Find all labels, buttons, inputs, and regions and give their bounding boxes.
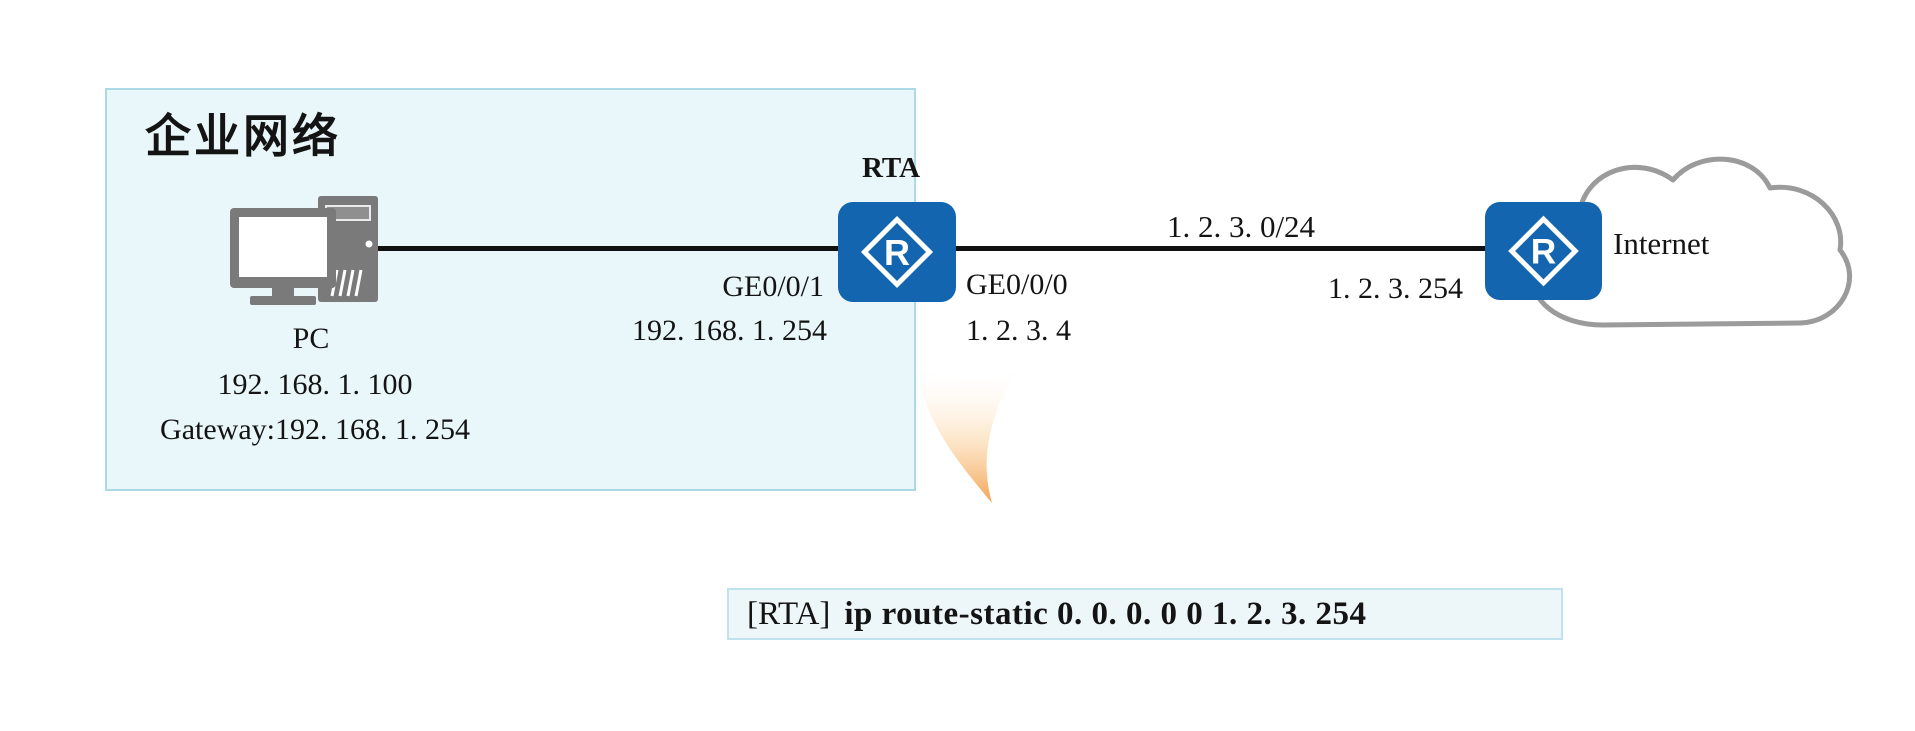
enterprise-network-title: 企业网络: [145, 111, 341, 162]
pc-ip-label: 192. 168. 1. 100: [217, 368, 413, 401]
pc-icon: [230, 196, 378, 305]
wan-network-label: 1. 2. 3. 0/24: [1166, 209, 1316, 244]
command-box: [RTA] ip route-static 0. 0. 0. 0 0 1. 2.…: [727, 588, 1563, 640]
internet-router-icon: R: [1485, 202, 1602, 300]
pc-label: PC: [292, 322, 330, 355]
enterprise-network-box: [105, 88, 916, 491]
command-text: ip route-static 0. 0. 0. 0 0 1. 2. 3. 25…: [844, 595, 1367, 632]
pc-gateway-label: Gateway:192. 168. 1. 254: [160, 413, 470, 446]
internet-label: Internet: [1613, 226, 1710, 261]
router-rta-label: RTA: [861, 152, 921, 184]
isp-router-ip-label: 1. 2. 3. 254: [1328, 272, 1463, 305]
rta-lan-interface-label: GE0/0/1: [722, 270, 824, 303]
rta-lan-ip-label: 192. 168. 1. 254: [632, 314, 827, 347]
router-r-glyph: R: [884, 232, 910, 273]
command-prompt: [RTA]: [747, 595, 831, 632]
rta-wan-ip-label: 1. 2. 3. 4: [966, 314, 1071, 347]
callout-swoosh: [918, 363, 1017, 503]
rta-wan-interface-label: GE0/0/0: [966, 268, 1068, 301]
router-rta-icon: R: [838, 202, 956, 302]
router-r-glyph: R: [1531, 233, 1556, 272]
